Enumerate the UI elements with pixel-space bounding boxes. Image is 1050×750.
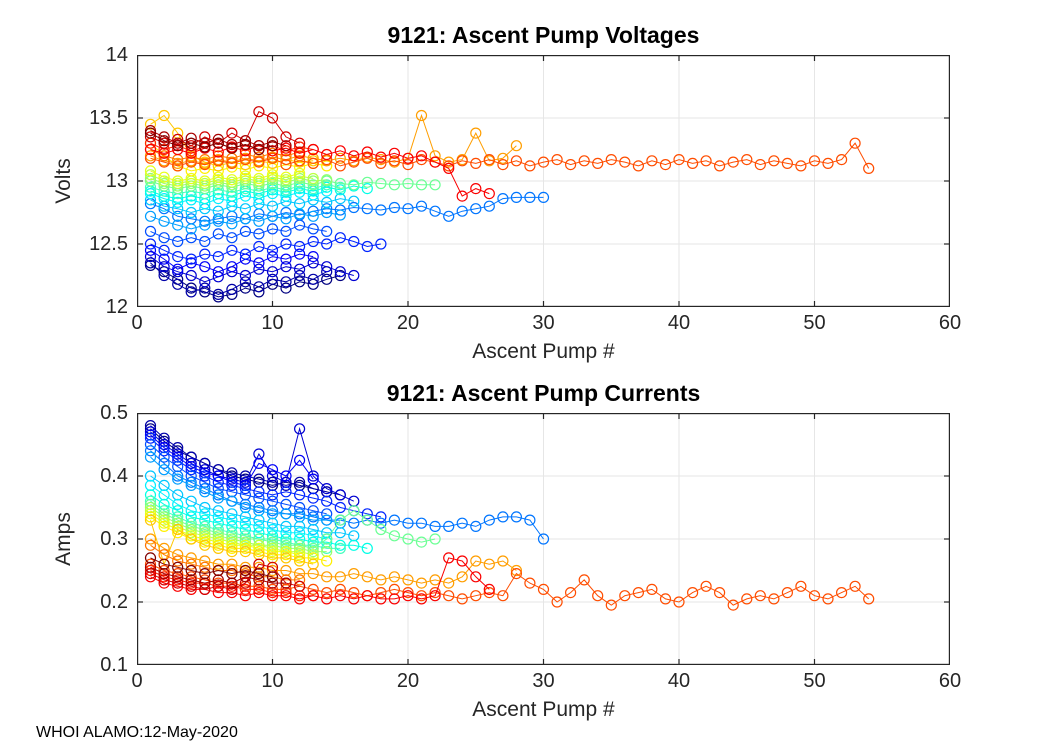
- voltage-ytick-13-5: 13.5: [89, 107, 128, 129]
- voltage-ytick-12: 12: [105, 296, 128, 318]
- current-ytick-0-2: 0.2: [100, 591, 128, 613]
- voltage-xtick-10: 10: [261, 312, 284, 334]
- voltage-xtick-30: 30: [532, 312, 555, 334]
- voltage-ytick-13: 13: [105, 170, 128, 192]
- voltage-series-canvas: [137, 55, 950, 307]
- watermark-text: WHOI ALAMO:12-May-2020: [36, 724, 238, 741]
- current-xtick-0: 0: [131, 670, 143, 692]
- voltage-xtick-60: 60: [938, 312, 962, 334]
- current-ytick-0-1: 0.1: [100, 654, 128, 676]
- voltage-ytick-14: 14: [105, 44, 128, 66]
- voltage-xtick-50: 50: [803, 312, 826, 334]
- voltage-xtick-20: 20: [396, 312, 420, 334]
- current-ytick-0-3: 0.3: [100, 528, 128, 550]
- current-x-axis-ticks: 0 10 20 30 40 50 60: [131, 670, 961, 695]
- voltage-xtick-40: 40: [667, 312, 691, 334]
- current-xtick-20: 20: [396, 670, 420, 692]
- current-ytick-0-5: 0.5: [100, 402, 128, 424]
- voltage-x-axis-ticks: 0 10 20 30 40 50 60: [131, 312, 961, 337]
- voltage-plot-area: [137, 55, 950, 307]
- current-xtick-50: 50: [803, 670, 826, 692]
- current-chart-title: 9121: Ascent Pump Currents: [386, 380, 701, 406]
- current-xtick-30: 30: [532, 670, 555, 692]
- current-xtick-60: 60: [938, 670, 962, 692]
- current-ytick-0-4: 0.4: [100, 465, 128, 487]
- voltage-ytick-12-5: 12.5: [89, 233, 128, 255]
- voltage-xtick-0: 0: [131, 312, 143, 334]
- current-xtick-40: 40: [667, 670, 691, 692]
- current-series-canvas: [137, 413, 950, 665]
- voltage-chart-title: 9121: Ascent Pump Voltages: [387, 22, 700, 48]
- voltage-x-axis-label: Ascent Pump #: [472, 340, 615, 363]
- current-y-axis-ticks: 0.5 0.4 0.3 0.2 0.1: [50, 403, 128, 675]
- voltage-y-axis-ticks: 14 13.5 13 12.5 12: [50, 45, 128, 317]
- current-x-axis-label: Ascent Pump #: [472, 698, 615, 721]
- current-plot-area: [137, 413, 950, 665]
- current-xtick-10: 10: [261, 670, 284, 692]
